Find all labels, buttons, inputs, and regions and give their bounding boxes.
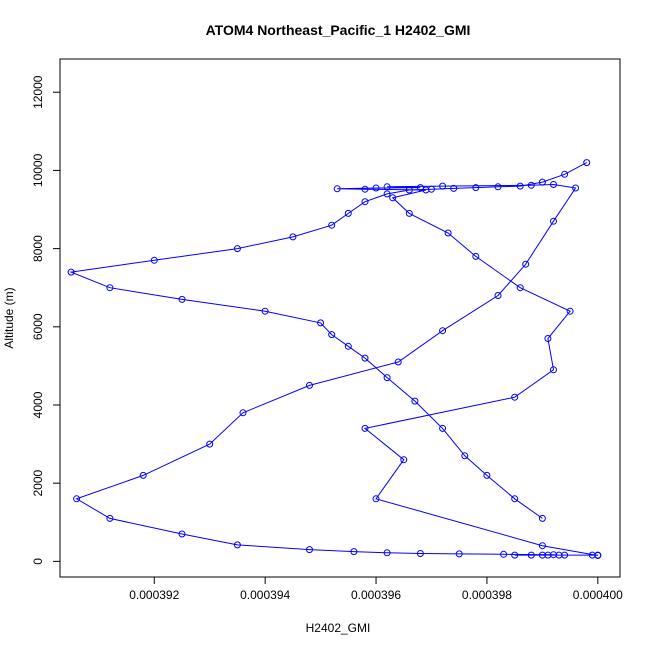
x-tick-label: 0.000400 (573, 588, 623, 602)
data-point (594, 551, 602, 559)
data-point (150, 256, 158, 264)
data-point (494, 183, 502, 191)
data-point (317, 319, 325, 327)
x-tick-label: 0.000392 (129, 588, 179, 602)
data-point (583, 159, 591, 167)
y-tick-label: 4000 (31, 391, 45, 418)
data-point (538, 542, 546, 550)
data-point (566, 307, 574, 315)
data-point (455, 550, 463, 558)
data-point (538, 178, 546, 186)
y-tick-label: 8000 (31, 235, 45, 262)
data-point (372, 495, 380, 503)
chart-title: ATOM4 Northeast_Pacific_1 H2402_GMI (206, 22, 471, 38)
data-point (261, 307, 269, 315)
data-point (350, 548, 358, 556)
data-point (233, 541, 241, 549)
data-point (511, 393, 519, 401)
data-point (73, 495, 81, 503)
data-point (511, 551, 519, 559)
series-line (75, 183, 598, 556)
data-point (439, 327, 447, 335)
data-point (106, 514, 114, 522)
data-point (572, 184, 580, 192)
series-line (69, 162, 587, 519)
data-point (67, 268, 75, 276)
y-axis-label: Altitude (m) (2, 287, 16, 348)
data-point (411, 397, 419, 405)
x-tick-label: 0.000394 (240, 588, 290, 602)
data-point (361, 198, 369, 206)
data-point (344, 209, 352, 217)
data-point (328, 221, 336, 229)
data-point (289, 233, 297, 241)
data-point (178, 295, 186, 303)
x-tick-label: 0.000396 (351, 588, 401, 602)
y-tick-label: 10000 (31, 153, 45, 187)
data-point (527, 181, 535, 189)
data-point (239, 409, 247, 417)
series-group (67, 159, 602, 559)
data-point (178, 530, 186, 538)
data-point (372, 184, 380, 192)
data-point (106, 284, 114, 292)
data-point (550, 217, 557, 225)
data-point (405, 186, 413, 194)
y-axis: 0 2000 4000 6000 8000 10000 12000 (31, 75, 60, 565)
x-axis: 0.000392 0.000394 0.000396 0.000398 0.000400 (129, 577, 623, 602)
data-point (233, 245, 241, 253)
y-tick-label: 0 (31, 558, 45, 565)
data-point (394, 358, 402, 366)
data-point (527, 551, 535, 559)
data-point (483, 471, 491, 479)
data-point (139, 471, 147, 479)
data-point (538, 514, 546, 522)
data-point (416, 550, 424, 557)
data-point (344, 342, 352, 350)
data-point (306, 381, 313, 389)
x-axis-label: H2402_GMI (306, 621, 371, 635)
data-point (450, 184, 458, 192)
data-point (444, 229, 452, 237)
data-point (206, 440, 214, 448)
data-point (561, 551, 569, 559)
data-point (544, 335, 552, 342)
data-point (383, 549, 391, 557)
data-point (494, 292, 502, 299)
data-point (306, 546, 313, 554)
data-point (500, 550, 508, 558)
data-point (328, 331, 336, 339)
y-tick-label: 12000 (31, 75, 45, 109)
data-point (522, 260, 530, 268)
data-point (550, 181, 557, 188)
data-point (405, 209, 413, 217)
data-point (516, 182, 524, 190)
data-point (472, 184, 480, 192)
data-point (416, 184, 424, 192)
data-point (383, 374, 391, 382)
data-point (389, 194, 397, 202)
data-point (383, 190, 391, 198)
data-point (439, 424, 447, 432)
data-point (361, 424, 369, 432)
y-tick-label: 6000 (31, 313, 45, 340)
data-point (538, 551, 546, 559)
plot-frame (59, 58, 621, 578)
data-point (511, 495, 519, 503)
data-point (400, 456, 408, 464)
x-tick-label: 0.000398 (462, 588, 512, 602)
data-point (361, 354, 369, 362)
data-point (472, 252, 480, 260)
data-point (550, 366, 557, 374)
data-point (561, 170, 569, 178)
data-point (516, 284, 524, 292)
data-point (428, 185, 435, 193)
data-point (361, 185, 369, 193)
data-point (461, 452, 469, 460)
data-point (333, 185, 341, 193)
y-tick-label: 2000 (31, 470, 45, 497)
data-point (383, 183, 391, 191)
